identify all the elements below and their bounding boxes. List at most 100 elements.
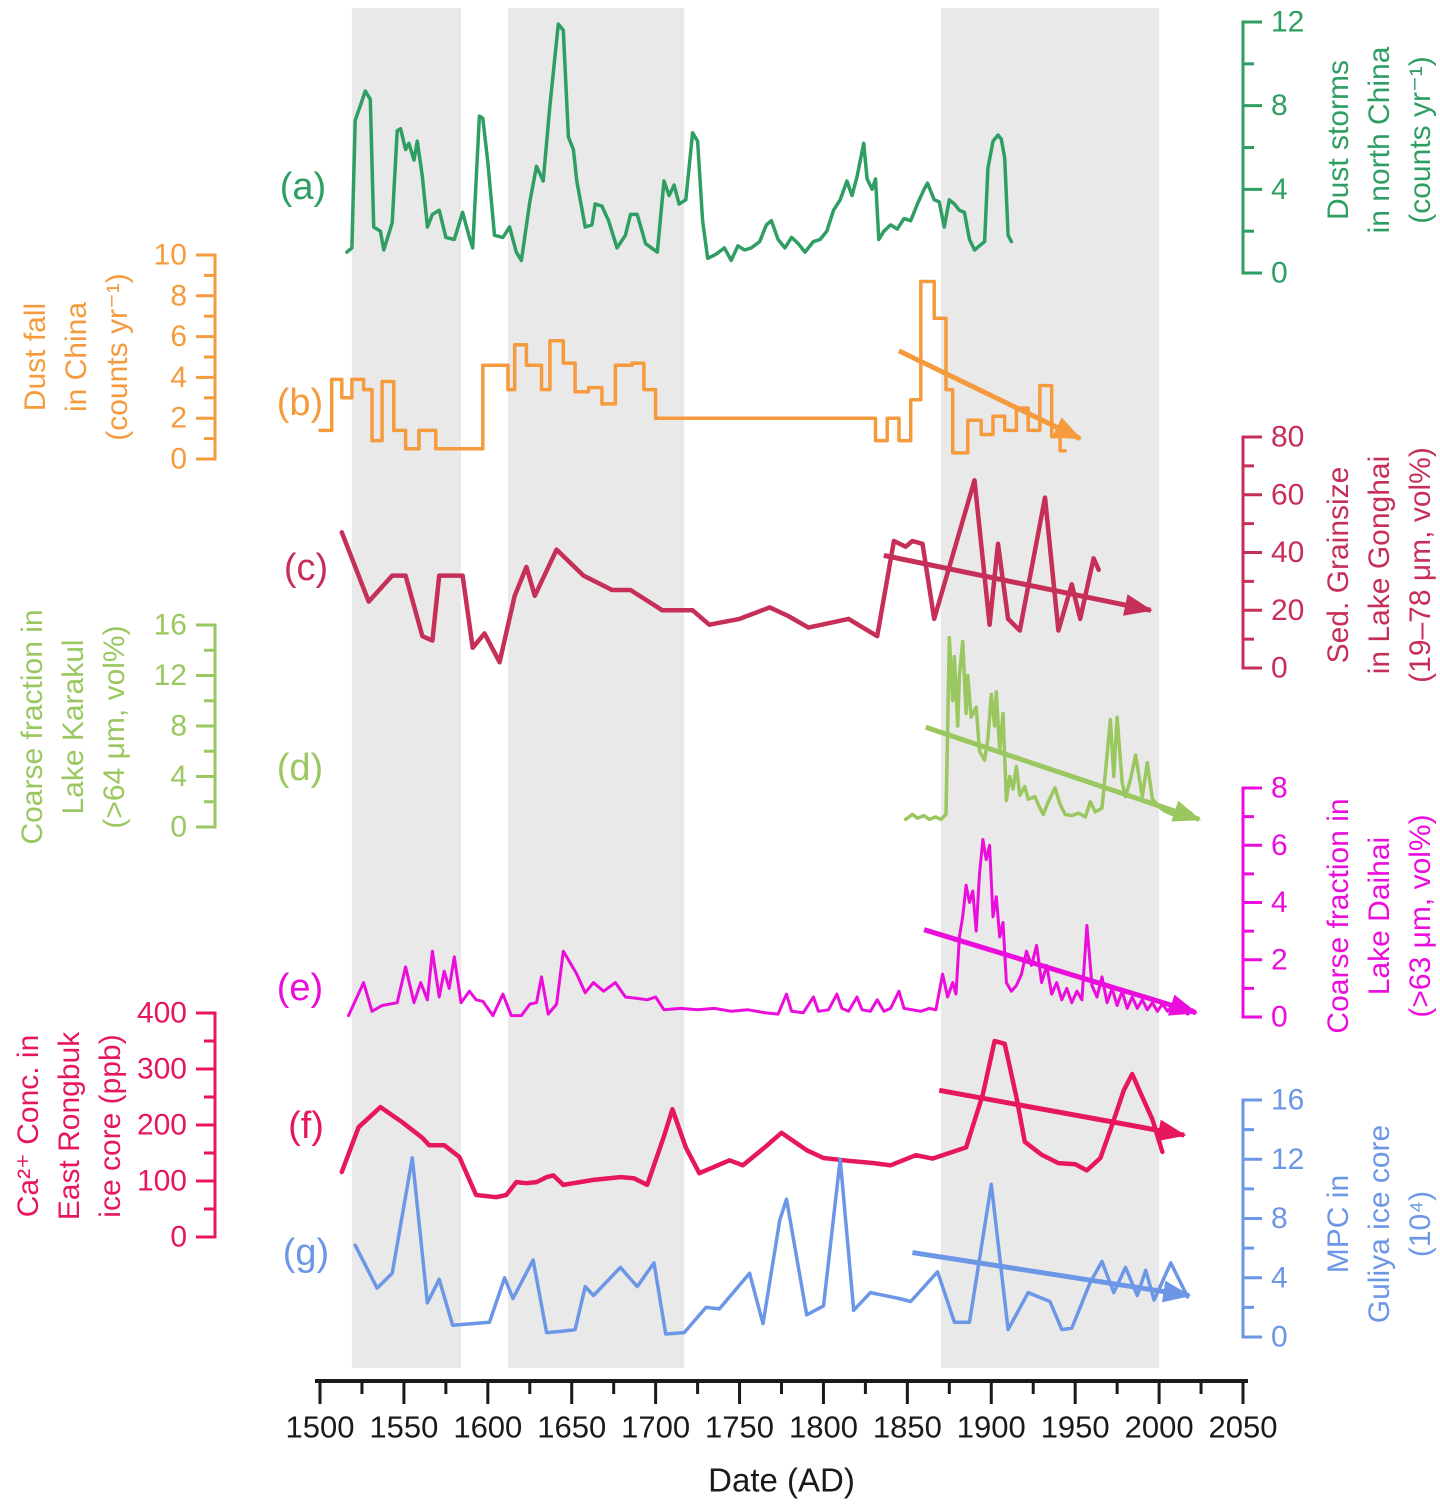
panel-b-tick-label: 4: [170, 361, 187, 394]
trend-arrow-c: [883, 552, 1153, 616]
panel-g: 0 4 8 12 16 MPC in Guliya ice core (10⁴) (g): [283, 1084, 1437, 1354]
x-axis-tick-label: 1800: [789, 1409, 858, 1444]
x-axis-tick-label: 1950: [1041, 1409, 1110, 1444]
x-axis-tick-label: 1750: [705, 1409, 774, 1444]
trend-arrow-f: [938, 1087, 1187, 1142]
panel-b-axis: 0 2 4 6 8 10: [154, 239, 217, 476]
panel-e-tick-label: 4: [1271, 886, 1288, 919]
panel-b-tick-label: 6: [170, 320, 187, 353]
panel-f-title-line-3: ice core (ppb): [94, 1034, 127, 1217]
panel-c-tick-label: 20: [1271, 594, 1304, 627]
panel-b-tick-label: 8: [170, 279, 187, 312]
panel-c-title-line-2: in Lake Gonghai: [1363, 456, 1396, 675]
series-a-line: [345, 22, 1014, 263]
panel-f-tick-label: 200: [137, 1109, 187, 1142]
x-axis-tick-label: 2050: [1209, 1409, 1278, 1444]
series-b-line: [318, 279, 1067, 455]
panel-f-tick-label: 300: [137, 1053, 187, 1086]
panel-g-title-line-2: Guliya ice core: [1363, 1125, 1396, 1323]
panel-d-title-line-3: (>64 μm, vol%): [98, 625, 131, 828]
highlight-band-2: [507, 8, 685, 1368]
panel-e-title-line-1: Coarse fraction in: [1322, 798, 1355, 1033]
panel-e-letter: (e): [277, 967, 323, 1009]
panel-g-title-line-3: (10⁴): [1404, 1191, 1437, 1257]
x-axis-tick-label: 1650: [537, 1409, 606, 1444]
x-axis-title: Date (AD): [708, 1462, 855, 1499]
panel-b-title-line-2: in China: [60, 302, 93, 412]
panel-g-letter: (g): [283, 1232, 329, 1274]
panel-a-tick-label: 4: [1271, 173, 1288, 206]
series-c-line: [339, 478, 1101, 665]
highlight-band-3: [940, 8, 1160, 1368]
panel-c-letter: (c): [284, 547, 328, 589]
panel-b-letter: (b): [277, 382, 323, 424]
panel-a-title-line-3: (counts yr⁻¹): [1404, 56, 1437, 224]
panel-c-title-line-1: Sed. Grainsize: [1322, 467, 1355, 664]
panel-e-tick-label: 2: [1271, 943, 1288, 976]
panel-a-tick-label: 12: [1271, 6, 1304, 39]
panel-f-tick-label: 400: [137, 997, 187, 1030]
panel-c-title-line-3: (19–78 μm, vol%): [1404, 447, 1437, 683]
panel-f-tick-label: 0: [170, 1221, 187, 1254]
panel-d-tick-label: 4: [170, 760, 187, 793]
panel-b-title-line-3: (counts yr⁻¹): [101, 273, 134, 441]
panel-d-title-line-2: Lake Karakul: [57, 639, 90, 814]
panel-a-title-line-2: in north China: [1363, 46, 1396, 233]
x-axis-tick-label: 1500: [286, 1409, 355, 1444]
panel-c-tick-label: 40: [1271, 536, 1304, 569]
panel-e-title-line-2: Lake Daihai: [1363, 837, 1396, 995]
panel-d: 0 4 8 12 16 Coarse fraction in Lake Karakul (>6…: [16, 609, 1202, 845]
panel-d-title-line-1: Coarse fraction in: [16, 609, 49, 844]
highlight-band-1: [351, 8, 461, 1368]
panel-g-tick-label: 0: [1271, 1321, 1288, 1354]
panel-e-axis: 0 2 4 6 8: [1241, 772, 1288, 1034]
panel-d-tick-label: 0: [170, 811, 187, 844]
panel-f-tick-label: 100: [137, 1165, 187, 1198]
panel-b-title-line-1: Dust fall: [19, 303, 52, 411]
panel-a-title-line-1: Dust storms: [1322, 60, 1355, 220]
x-axis-tick-label: 1900: [957, 1409, 1026, 1444]
panel-a-letter: (a): [280, 166, 326, 208]
panel-c-tick-label: 60: [1271, 478, 1304, 511]
panel-c-tick-label: 0: [1271, 652, 1288, 685]
panel-f-title-line-2: East Rongbuk: [53, 1031, 86, 1220]
trend-arrow-g: [912, 1250, 1192, 1303]
panel-b: 0 2 4 6 8 10 Dust fall in China (counts yr⁻¹) (b): [19, 239, 1083, 476]
panel-g-tick-label: 4: [1271, 1261, 1288, 1294]
panel-b-tick-label: 10: [154, 239, 187, 272]
panel-e-tick-label: 8: [1271, 772, 1288, 805]
x-axis-tick-label: 1700: [621, 1409, 690, 1444]
panel-d-letter: (d): [277, 747, 323, 789]
panel-d-tick-label: 8: [170, 710, 187, 743]
panel-a-axis: 0 4 8 12: [1241, 6, 1304, 290]
panel-g-axis: 0 4 8 12 16: [1241, 1084, 1304, 1354]
panel-c: 0 20 40 60 80 Sed. Grainsize in Lake Gonghai (1…: [284, 421, 1437, 685]
panel-e-tick-label: 0: [1271, 1001, 1288, 1034]
panel-e-title-line-3: (>63 μm, vol%): [1404, 814, 1437, 1017]
panel-e-tick-label: 6: [1271, 829, 1288, 862]
panel-d-tick-label: 12: [154, 659, 187, 692]
panel-g-tick-label: 16: [1271, 1084, 1304, 1117]
series-d-line: [903, 635, 1193, 822]
panel-a: 0 4 8 12 Dust storms in north China (counts yr…: [280, 6, 1437, 290]
panel-g-tick-label: 8: [1271, 1202, 1288, 1235]
series-e-line: [347, 838, 1195, 1018]
panel-g-tick-label: 12: [1271, 1143, 1304, 1176]
panel-c-tick-label: 80: [1271, 421, 1304, 454]
panel-f-letter: (f): [288, 1105, 324, 1147]
panel-a-tick-label: 0: [1271, 257, 1288, 290]
series-f-line: [339, 1038, 1165, 1200]
x-axis-tick-label: 1600: [453, 1409, 522, 1444]
x-axis: 1500 1550 1600 1650 1700 1750 1800 1850 1900 1950…: [286, 1379, 1278, 1499]
panel-g-title-line-1: MPC in: [1322, 1175, 1355, 1273]
trend-arrow-d: [925, 724, 1202, 822]
panel-a-tick-label: 8: [1271, 89, 1288, 122]
trend-arrow-e: [923, 927, 1198, 1016]
panel-f-axis: 0 100 200 300 400: [137, 997, 217, 1254]
trend-arrow-b: [897, 348, 1083, 441]
panel-f: 0 100 200 300 400 Ca²⁺ Conc. in East Rongbuk ic…: [12, 997, 1187, 1254]
series-g-line: [353, 1156, 1190, 1336]
panel-e: 0 2 4 6 8 Coarse fraction in Lake Daihai (>63 μ…: [277, 772, 1437, 1034]
